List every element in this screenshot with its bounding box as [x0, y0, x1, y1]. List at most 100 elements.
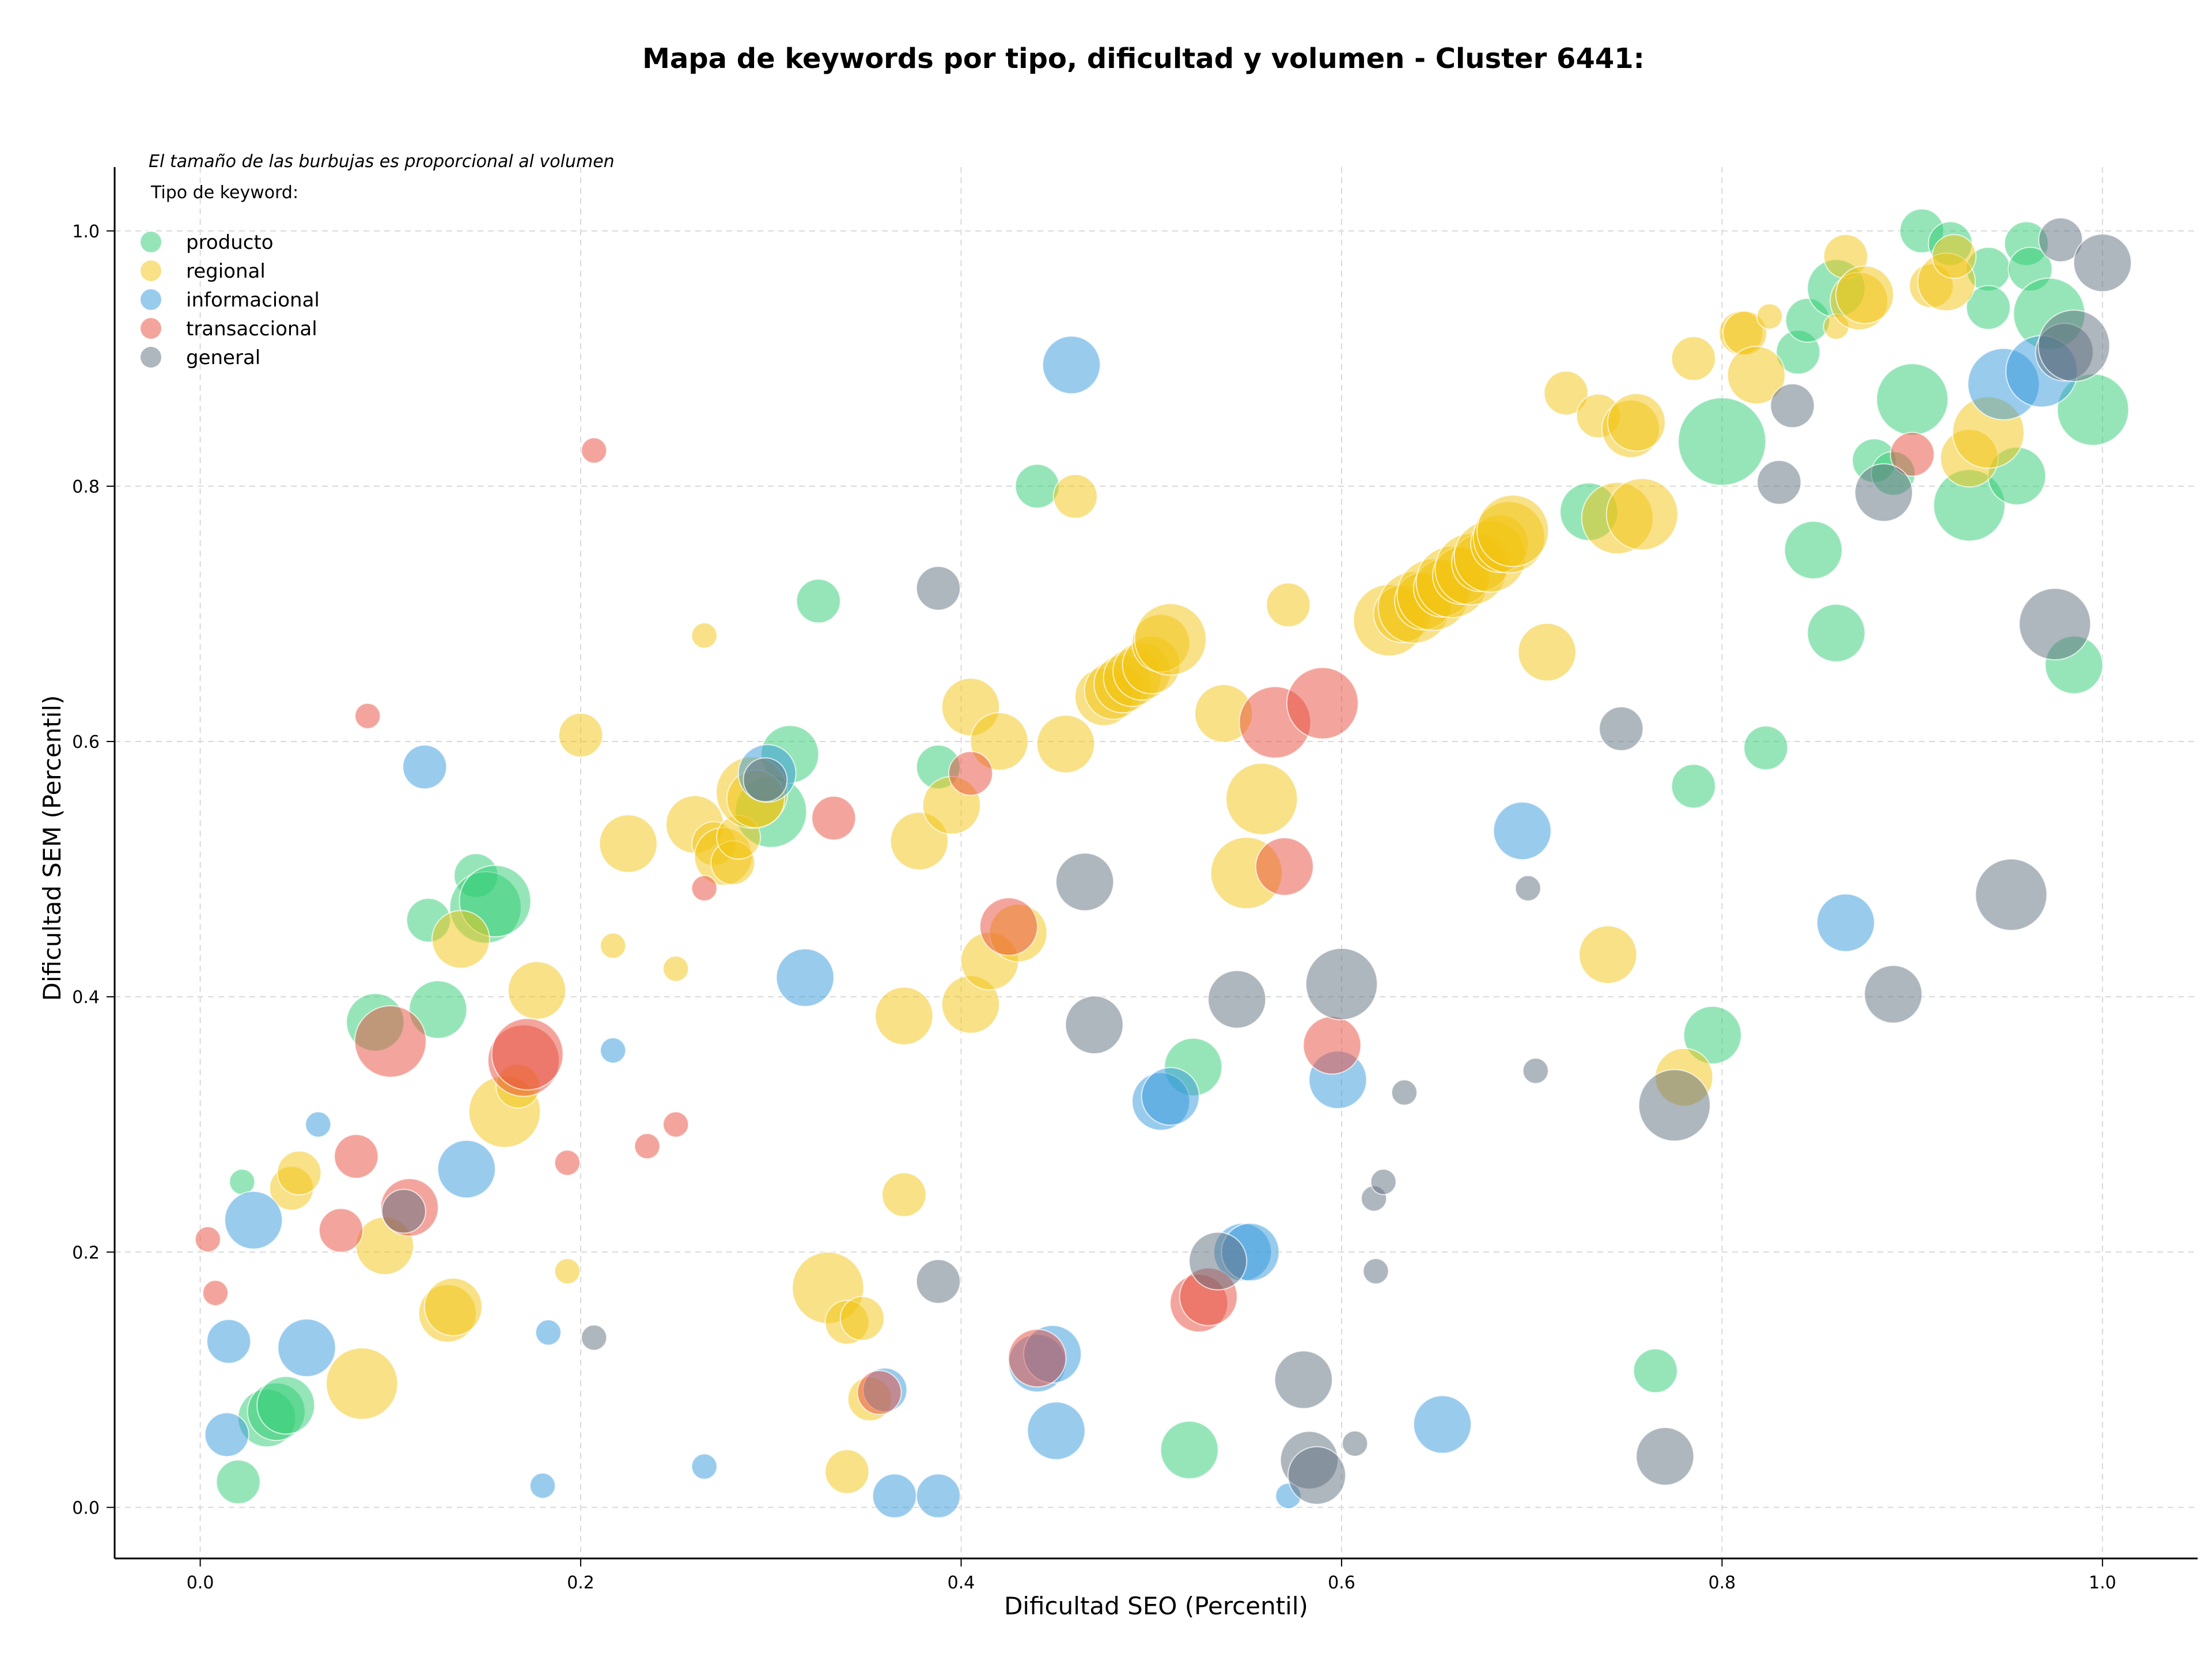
x-tick-label-1: 0.2: [567, 1573, 594, 1593]
bubble-informacional-14: [872, 1473, 917, 1519]
y-tick-label-3: 0.6: [72, 732, 100, 752]
bubble-transaccional-5: [354, 1005, 427, 1078]
bubble-regional-82: [1835, 265, 1895, 324]
bubble-transaccional-17: [979, 897, 1039, 956]
bubble-regional-71: [1607, 393, 1666, 452]
bubble-regional-12: [600, 932, 627, 959]
bubble-general-9: [1274, 1350, 1333, 1409]
bubble-informacional-5: [402, 744, 448, 790]
legend-marker-informacional: [139, 288, 162, 311]
bubble-regional-37: [1036, 714, 1096, 774]
legend-marker-regional: [139, 259, 162, 282]
bubble-general-11: [1287, 1446, 1346, 1505]
bubble-general-31: [2037, 309, 2111, 383]
bubble-regional-72: [1605, 478, 1679, 551]
bubble-general-29: [2038, 217, 2084, 263]
x-tick-label-0: 0.0: [187, 1573, 214, 1593]
bubble-general-1: [581, 1324, 608, 1351]
bubble-regional-65: [1517, 622, 1577, 682]
bubble-transaccional-24: [1302, 1016, 1362, 1075]
y-axis-label: Dificultad SEM (Percentil): [38, 695, 66, 1001]
bubble-regional-2: [325, 1347, 399, 1420]
bubble-regional-46: [1134, 603, 1207, 676]
bubble-informacional-26: [1413, 1395, 1472, 1454]
bubble-transaccional-16: [948, 751, 993, 796]
legend-marker-transaccional: [139, 317, 162, 340]
bubble-informacional-3: [277, 1318, 336, 1378]
bubble-producto-7: [408, 980, 468, 1039]
bubble-transaccional-11: [634, 1133, 661, 1160]
bubble-general-2: [743, 757, 788, 803]
bubble-regional-11: [558, 712, 604, 758]
x-tick-label-4: 0.8: [1709, 1573, 1736, 1593]
bubble-regional-64: [1476, 494, 1550, 567]
bubble-transaccional-18: [1007, 1329, 1067, 1388]
bubble-regional-49: [1225, 762, 1298, 835]
bubble-informacional-2: [224, 1190, 283, 1250]
bubble-regional-78: [1756, 303, 1783, 330]
bubble-producto-1: [215, 1459, 261, 1505]
bubble-producto-26: [1783, 520, 1843, 580]
bubble-general-5: [1055, 852, 1115, 911]
bubble-general-26: [1863, 964, 1923, 1024]
bubble-transaccional-9: [554, 1149, 581, 1176]
bubble-regional-74: [1671, 336, 1716, 381]
bubble-regional-26: [839, 1296, 885, 1341]
legend: producto regional informacional transaccion…: [139, 230, 320, 369]
bubble-transaccional-25: [1889, 432, 1935, 477]
bubble-informacional-12: [775, 948, 835, 1007]
x-tick-label-5: 1.0: [2089, 1573, 2116, 1593]
bubble-producto-4: [256, 1376, 316, 1435]
bubble-general-15: [1362, 1258, 1389, 1285]
bubble-general-18: [1514, 875, 1541, 902]
bubble-regional-13: [599, 814, 658, 873]
bubble-producto-31: [1876, 363, 1949, 436]
legend-label-general: general: [186, 346, 260, 369]
bubble-regional-29: [874, 986, 934, 1046]
bubble-transaccional-1: [202, 1280, 229, 1307]
bubble-informacional-7: [529, 1472, 556, 1499]
bubble-informacional-4: [305, 1111, 332, 1138]
bubble-general-7: [1188, 1231, 1248, 1291]
bubble-regional-6: [431, 910, 490, 969]
x-tick-label-3: 0.6: [1328, 1573, 1355, 1593]
bubble-general-16: [1370, 1168, 1397, 1195]
bubble-regional-66: [1543, 370, 1589, 416]
legend-title: Tipo de keyword:: [150, 183, 298, 203]
bubble-regional-35: [969, 712, 1029, 771]
bubble-producto-19: [1633, 1348, 1678, 1394]
bubble-transaccional-14: [811, 796, 857, 841]
y-tick-label-4: 0.8: [72, 477, 100, 497]
bubble-general-19: [1522, 1057, 1549, 1084]
bubble-general-23: [1756, 460, 1802, 505]
y-tick-label-5: 1.0: [72, 222, 100, 242]
bubble-transaccional-23: [1286, 667, 1359, 740]
chart-title: Mapa de keywords por tipo, dificultad y …: [642, 43, 1645, 75]
bubble-transaccional-22: [1255, 837, 1314, 896]
bubble-informacional-18: [1027, 1401, 1086, 1461]
x-ticks: 0.0 0.2 0.4 0.6 0.8 1.0: [187, 1558, 2116, 1593]
bubbles-layer: [194, 208, 2132, 1519]
bubble-general-28: [2018, 588, 2092, 661]
bubble-general-13: [1342, 1430, 1369, 1457]
bubble-producto-13: [796, 578, 841, 624]
bubble-producto-23: [1743, 725, 1789, 771]
bubble-producto-36: [1965, 285, 2011, 330]
bubble-general-8: [1207, 970, 1267, 1029]
bubble-regional-68: [1578, 925, 1638, 984]
bubble-general-3: [915, 566, 961, 611]
bubble-general-21: [1635, 1427, 1695, 1486]
bubble-informacional-28: [1816, 893, 1876, 952]
bubble-general-0: [381, 1189, 426, 1234]
y-tick-label-0: 0.0: [72, 1498, 100, 1518]
bubble-producto-15: [1014, 463, 1060, 509]
legend-label-producto: producto: [186, 231, 274, 254]
bubble-informacional-19: [1042, 335, 1101, 395]
bubble-transaccional-2: [319, 1208, 363, 1253]
legend-marker-general: [139, 346, 162, 369]
bubble-regional-38: [1052, 474, 1098, 519]
bubble-general-22: [1638, 1069, 1711, 1142]
bubble-general-4: [915, 1259, 961, 1304]
